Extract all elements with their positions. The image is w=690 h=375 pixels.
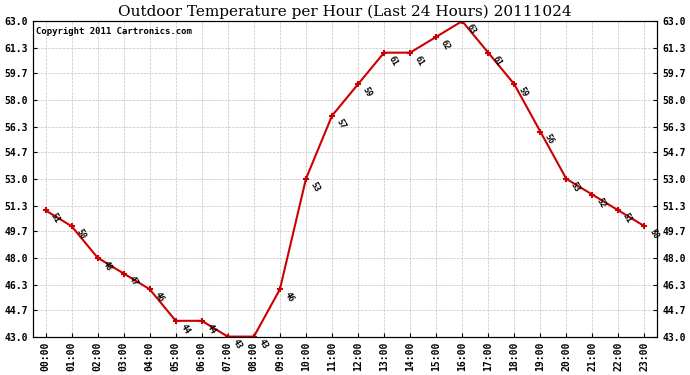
Text: 46: 46 xyxy=(152,291,166,304)
Text: 56: 56 xyxy=(543,133,556,146)
Text: 51: 51 xyxy=(621,212,634,225)
Title: Outdoor Temperature per Hour (Last 24 Hours) 20111024: Outdoor Temperature per Hour (Last 24 Ho… xyxy=(118,4,572,18)
Text: 43: 43 xyxy=(230,338,244,351)
Text: 63: 63 xyxy=(465,22,477,36)
Text: 50: 50 xyxy=(75,228,87,241)
Text: 61: 61 xyxy=(413,54,426,67)
Text: 44: 44 xyxy=(204,322,217,335)
Text: 57: 57 xyxy=(335,117,348,130)
Text: 53: 53 xyxy=(569,180,582,194)
Text: 59: 59 xyxy=(517,86,530,99)
Text: 53: 53 xyxy=(308,180,322,194)
Text: 48: 48 xyxy=(101,259,113,272)
Text: 44: 44 xyxy=(179,322,191,335)
Text: 61: 61 xyxy=(491,54,504,67)
Text: 46: 46 xyxy=(283,291,295,304)
Text: 61: 61 xyxy=(387,54,400,67)
Text: Copyright 2011 Cartronics.com: Copyright 2011 Cartronics.com xyxy=(36,27,192,36)
Text: 62: 62 xyxy=(439,38,452,51)
Text: 59: 59 xyxy=(361,86,373,99)
Text: 50: 50 xyxy=(647,228,660,241)
Text: 52: 52 xyxy=(595,196,608,209)
Text: 51: 51 xyxy=(48,212,61,225)
Text: 47: 47 xyxy=(126,275,139,288)
Text: 43: 43 xyxy=(257,338,269,351)
